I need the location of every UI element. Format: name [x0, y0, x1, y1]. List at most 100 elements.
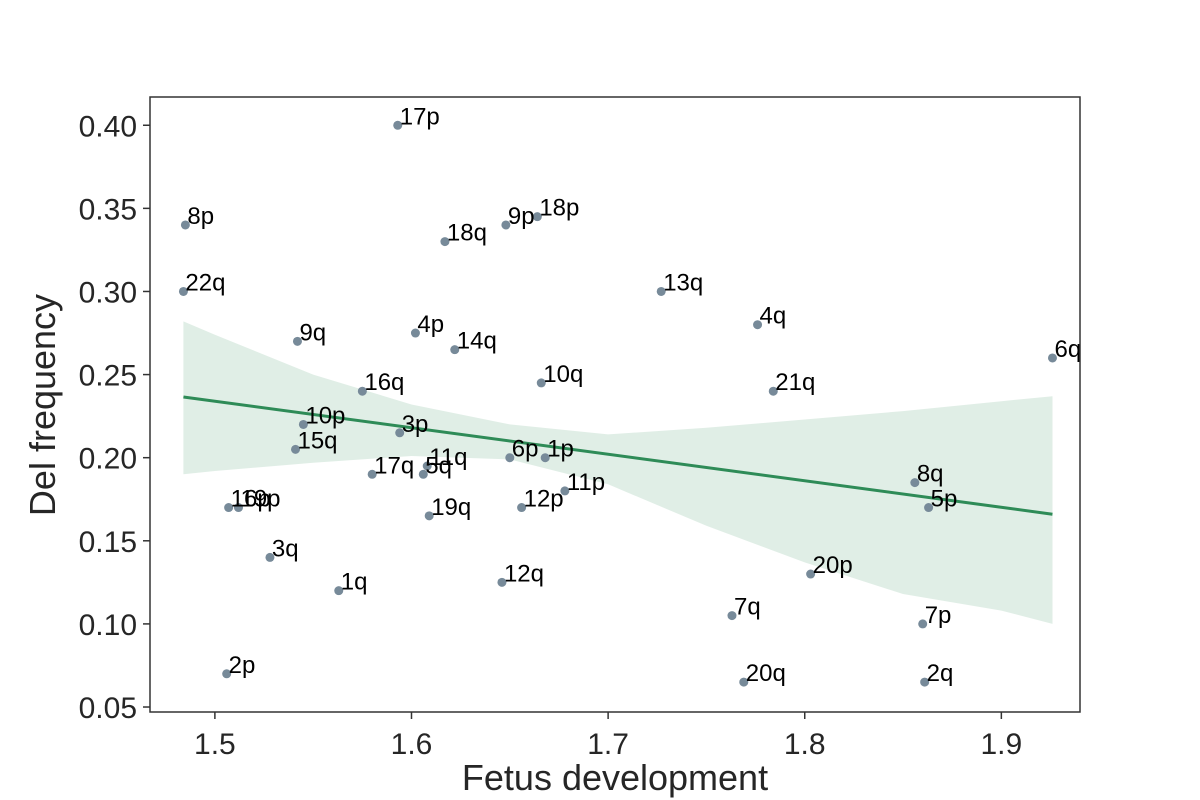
point-label-15q: 15q — [297, 427, 337, 454]
point-label-2p: 2p — [229, 652, 256, 679]
data-point-15q — [290, 444, 300, 454]
point-label-19q: 19q — [431, 494, 471, 521]
point-label-7q: 7q — [734, 594, 761, 621]
data-point-20p — [806, 569, 816, 579]
data-point-11p — [560, 486, 570, 496]
data-point-11q — [422, 461, 432, 471]
x-tick-label-0: 1.5 — [194, 728, 236, 761]
data-point-13q — [656, 286, 666, 296]
point-label-6q: 6q — [1054, 336, 1081, 363]
data-point-5q — [418, 469, 428, 479]
data-point-3p — [395, 428, 405, 438]
data-point-5p — [924, 503, 934, 513]
point-label-19p: 19p — [240, 486, 280, 513]
data-point-14q — [450, 345, 460, 355]
point-label-9q: 9q — [299, 319, 326, 346]
data-point-22q — [178, 286, 188, 296]
data-point-21q — [768, 386, 778, 396]
data-point-18q — [440, 237, 450, 247]
data-point-9p — [501, 220, 511, 230]
point-label-9p: 9p — [508, 203, 535, 230]
point-label-3p: 3p — [402, 411, 429, 438]
axes-layer: 1.5 1.6 1.7 1.8 1.9 0.05 0.10 0.15 0.20 0.25 0.30 0… — [79, 96, 1081, 761]
data-point-4p — [410, 328, 420, 338]
x-tick-label-2: 1.7 — [587, 728, 629, 761]
x-tick-label-3: 1.8 — [784, 728, 826, 761]
points-layer — [178, 120, 1057, 687]
y-tick-label-6: 0.35 — [79, 193, 137, 226]
point-label-17q: 17q — [374, 452, 414, 479]
data-point-10p — [298, 419, 308, 429]
y-tick-label-0: 0.05 — [79, 692, 137, 725]
data-point-17p — [393, 120, 403, 130]
point-label-5p: 5p — [931, 486, 958, 513]
data-point-12q — [497, 577, 507, 587]
data-point-19p — [233, 503, 243, 513]
point-label-8p: 8p — [187, 203, 214, 230]
point-label-22q: 22q — [185, 269, 225, 296]
point-label-10q: 10q — [543, 361, 583, 388]
point-label-13q: 13q — [663, 269, 703, 296]
point-label-8q: 8q — [917, 461, 944, 488]
data-point-8p — [180, 220, 190, 230]
regression-line-layer — [183, 395, 1053, 516]
point-label-4p: 4p — [417, 311, 444, 338]
point-label-20q: 20q — [746, 660, 786, 687]
data-point-18p — [532, 212, 542, 222]
data-point-12p — [517, 503, 527, 513]
data-point-4q — [753, 320, 763, 330]
x-axis-label: Fetus development — [462, 757, 768, 798]
point-label-5q: 5q — [425, 452, 452, 479]
point-label-1p: 1p — [547, 436, 574, 463]
point-label-17p: 17p — [400, 103, 440, 130]
data-point-6p — [505, 453, 515, 463]
point-label-20p: 20p — [813, 552, 853, 579]
point-label-14q: 14q — [457, 328, 497, 355]
point-label-11p: 11p — [567, 469, 605, 496]
data-point-1q — [334, 586, 344, 596]
point-label-6p: 6p — [512, 436, 539, 463]
point-label-16q: 16q — [364, 369, 404, 396]
data-point-6q — [1047, 353, 1057, 363]
data-point-20q — [739, 677, 749, 687]
point-label-1q: 1q — [341, 569, 368, 596]
data-point-2p — [222, 669, 232, 679]
data-point-9q — [292, 336, 302, 346]
point-label-16p: 16p — [231, 486, 271, 513]
point-label-21q: 21q — [775, 369, 815, 396]
point-label-18q: 18q — [447, 220, 487, 247]
regression-line — [183, 395, 1053, 516]
y-tick-label-1: 0.10 — [79, 609, 137, 642]
point-label-12p: 12p — [524, 486, 564, 513]
x-tick-label-4: 1.9 — [980, 728, 1022, 761]
y-axis-label: Del frequency — [22, 294, 63, 516]
point-label-4q: 4q — [760, 303, 787, 330]
data-point-2q — [920, 677, 930, 687]
data-point-17q — [367, 469, 377, 479]
y-tick-label-5: 0.30 — [79, 276, 137, 309]
point-label-12q: 12q — [504, 560, 544, 587]
data-point-8q — [910, 478, 920, 488]
y-tick-label-3: 0.20 — [79, 443, 137, 476]
point-label-11q: 11q — [429, 444, 467, 471]
data-point-19q — [424, 511, 434, 521]
data-point-1p — [540, 453, 550, 463]
data-point-7p — [918, 619, 928, 629]
confidence-band-layer — [183, 321, 1053, 624]
x-tick-label-1: 1.6 — [391, 728, 433, 761]
y-tick-label-4: 0.25 — [79, 360, 137, 393]
data-point-16q — [357, 386, 367, 396]
data-point-10q — [536, 378, 546, 388]
plot-frame — [149, 96, 1081, 713]
point-label-10p: 10p — [305, 402, 345, 429]
confidence-band — [183, 321, 1053, 624]
data-point-3q — [265, 552, 275, 562]
point-label-7p: 7p — [925, 602, 952, 629]
point-label-18p: 18p — [539, 195, 579, 222]
point-label-3q: 3q — [272, 535, 299, 562]
data-point-7q — [727, 611, 737, 621]
point-labels-layer: 17p 8p 9p 18p 18q 22q 13q 4q 9q 4p 14q 6q 10q 16q 21q 1… — [185, 103, 1081, 687]
y-tick-label-2: 0.15 — [79, 526, 137, 559]
point-label-2q: 2q — [927, 660, 954, 687]
